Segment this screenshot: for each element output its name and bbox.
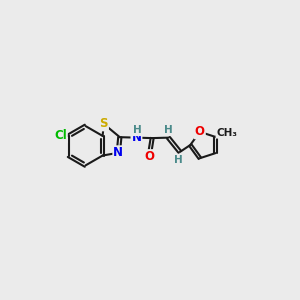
- Text: S: S: [100, 117, 108, 130]
- Text: N: N: [113, 146, 123, 159]
- Text: CH₃: CH₃: [216, 128, 237, 138]
- Text: H: H: [164, 125, 173, 135]
- Text: H: H: [133, 125, 141, 135]
- Text: N: N: [131, 131, 142, 144]
- Text: O: O: [145, 150, 155, 163]
- Text: Cl: Cl: [54, 129, 67, 142]
- Text: O: O: [195, 125, 205, 138]
- Text: H: H: [174, 154, 183, 165]
